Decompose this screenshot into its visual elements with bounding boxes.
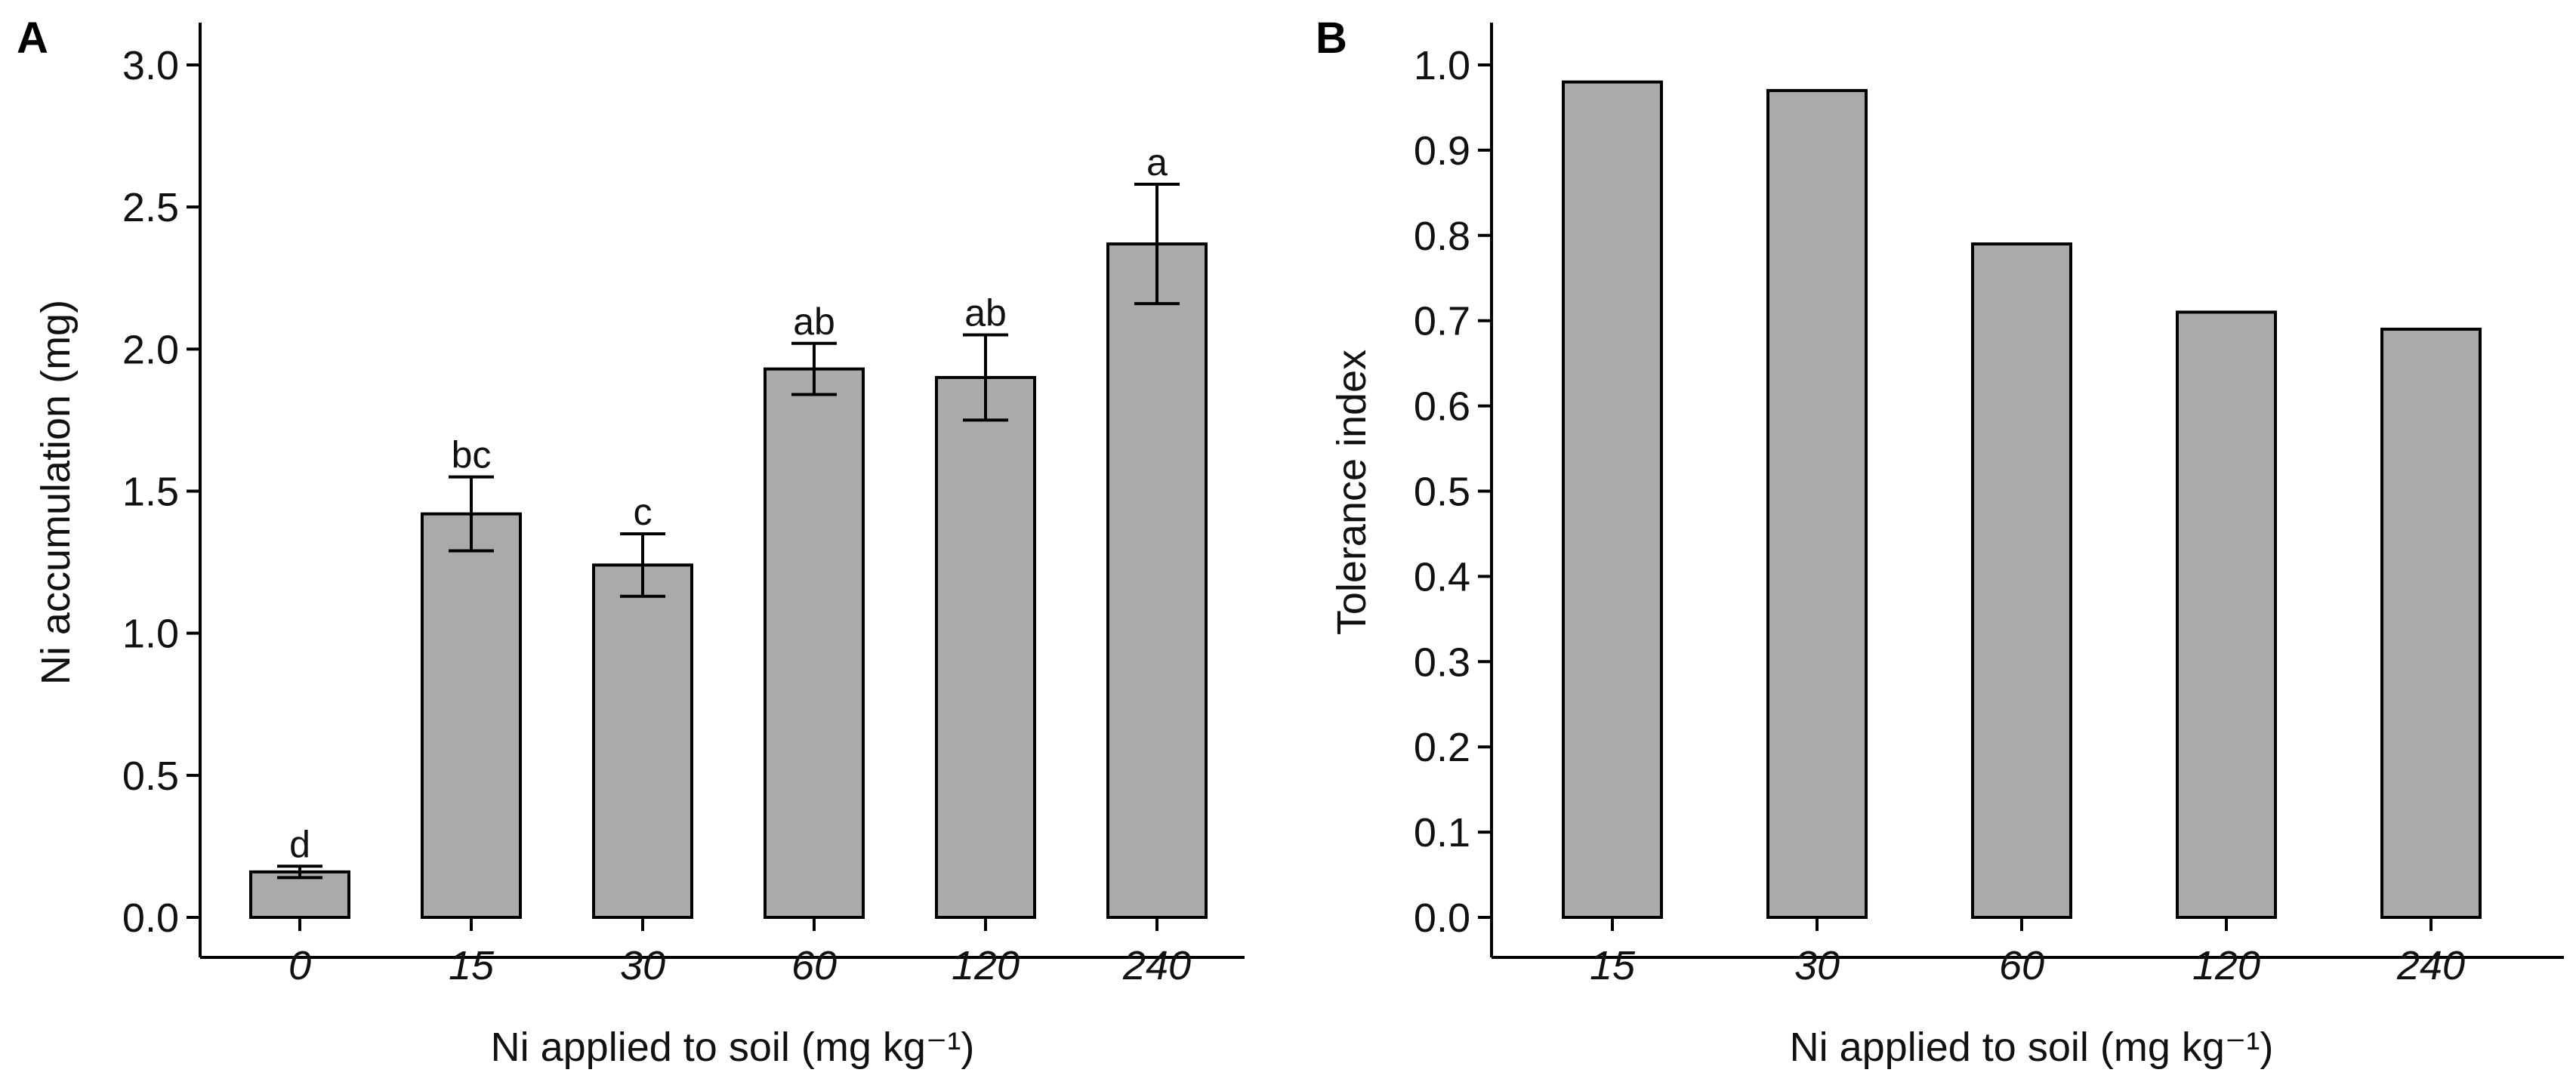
- b-bar-30: [1766, 88, 1868, 920]
- a-y-tick-label: 3.0: [122, 43, 179, 88]
- b-y-tick-label: 0.5: [1414, 470, 1470, 515]
- a-bar-60: [764, 367, 865, 919]
- b-y-tick-label: 0.2: [1414, 725, 1470, 770]
- panel-a-label: A: [17, 14, 48, 63]
- panel-b-x-axis-title: Ni applied to soil (mg kg⁻¹): [1790, 1025, 2274, 1070]
- b-bar-60: [1971, 242, 2072, 919]
- a-bar-15: [421, 512, 522, 919]
- a-y-tick-label: 1.5: [122, 470, 179, 515]
- b-y-tick-label: 0.9: [1414, 128, 1470, 174]
- a-y-tick-label: 1.0: [122, 612, 179, 657]
- a-y-tick-label: 2.5: [122, 185, 179, 230]
- a-x-tick-label-30: 30: [620, 943, 665, 988]
- panel-b-label: B: [1316, 14, 1347, 63]
- b-x-tick-label-240: 240: [2396, 943, 2465, 988]
- b-y-tick-label: 1.0: [1414, 43, 1470, 88]
- panel-b: B 0.0 0.1 0.2 0.3 0.4 0.5 0.6 0.7 0.8 0.9 1.0 15 30…: [1316, 14, 2564, 1070]
- panel-a-y-axis-title: Ni accumulation (mg): [33, 300, 79, 685]
- a-y-tick-label: 2.0: [122, 327, 179, 372]
- b-bar-120: [2176, 310, 2277, 920]
- a-y-tick-label: 0.5: [122, 754, 179, 799]
- a-significance-240: a: [1146, 141, 1168, 183]
- a-significance-30: c: [634, 491, 652, 533]
- a-x-tick-label-60: 60: [791, 943, 837, 988]
- a-bar-30: [592, 563, 693, 919]
- a-bar-120: [935, 375, 1036, 919]
- a-bar-240: [1106, 242, 1208, 919]
- a-x-tick-label-240: 240: [1122, 943, 1191, 988]
- b-y-tick-label: 0.7: [1414, 299, 1470, 344]
- b-bar-240: [2380, 327, 2482, 919]
- panel-b-y-axis-title: Tolerance index: [1329, 350, 1374, 635]
- b-x-tick-label-30: 30: [1794, 943, 1840, 988]
- b-y-tick-label: 0.8: [1414, 214, 1470, 259]
- b-x-tick-label-120: 120: [2192, 943, 2260, 988]
- b-y-tick-label: 0.1: [1414, 810, 1470, 855]
- b-y-tick-label: 0.6: [1414, 384, 1470, 430]
- panel-a: A 0.0 0.5 1.0 1.5 2.0 2.5 3.0 d bc c ab ab a 0 15 30 6…: [17, 14, 1245, 1070]
- a-significance-120: ab: [964, 292, 1007, 334]
- panel-a-x-axis-title: Ni applied to soil (mg kg⁻¹): [491, 1025, 975, 1070]
- a-significance-60: ab: [793, 301, 835, 343]
- b-x-tick-label-60: 60: [1999, 943, 2044, 988]
- b-bar-15: [1562, 80, 1663, 920]
- a-significance-15: bc: [452, 434, 492, 476]
- b-x-tick-label-15: 15: [1590, 943, 1636, 988]
- a-x-tick-label-15: 15: [449, 943, 495, 988]
- a-x-tick-label-120: 120: [952, 943, 1020, 988]
- b-y-tick-label: 0.3: [1414, 640, 1470, 685]
- a-significance-0: d: [289, 823, 310, 865]
- b-y-tick-label: 0.0: [1414, 895, 1470, 941]
- b-y-tick-label: 0.4: [1414, 554, 1470, 600]
- a-x-tick-label-0: 0: [288, 943, 311, 988]
- a-y-tick-label: 0.0: [122, 895, 179, 941]
